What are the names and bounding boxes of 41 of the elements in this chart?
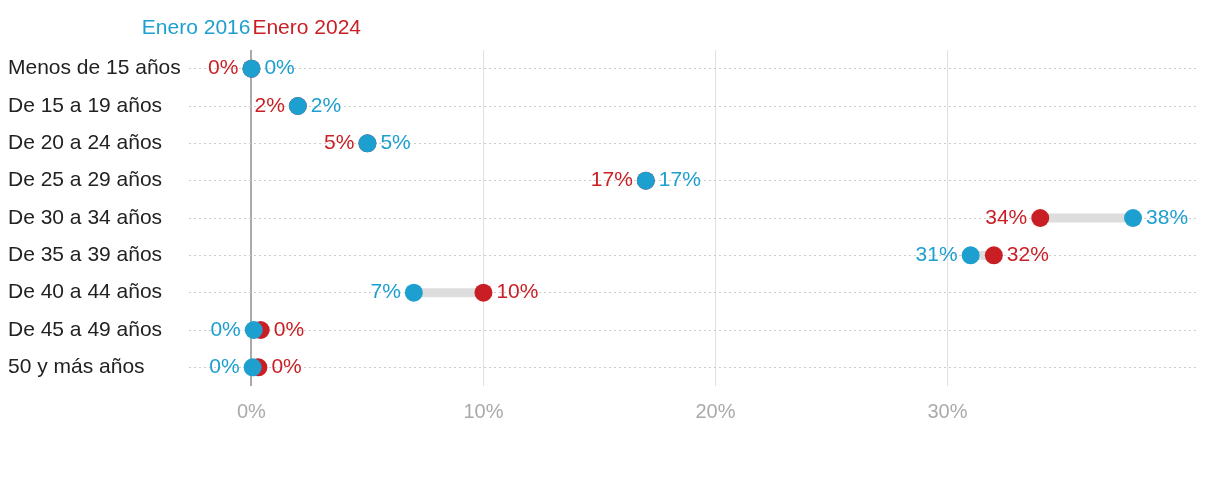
data-label: 5% bbox=[380, 130, 411, 154]
data-label: 38% bbox=[1146, 204, 1189, 228]
series-label: Enero 2024 bbox=[252, 14, 362, 38]
y-tick-label: De 30 a 34 años bbox=[8, 204, 163, 228]
x-tick-label: 10% bbox=[463, 399, 504, 422]
data-label: 10% bbox=[496, 279, 539, 303]
data-label: 0% bbox=[271, 354, 302, 378]
point bbox=[961, 246, 980, 265]
data-label: 7% bbox=[370, 279, 401, 303]
point bbox=[244, 321, 263, 339]
x-tick-label: 30% bbox=[927, 399, 968, 422]
data-label: 0% bbox=[208, 55, 239, 79]
y-tick-label: Menos de 15 años bbox=[8, 55, 181, 79]
y-tick-label: De 25 a 29 años bbox=[8, 167, 163, 191]
data-label: 32% bbox=[1006, 242, 1049, 266]
point bbox=[1031, 209, 1050, 227]
data-label: 34% bbox=[985, 204, 1028, 228]
y-tick-label: 50 y más años bbox=[8, 354, 145, 378]
data-label: 0% bbox=[264, 55, 295, 79]
point bbox=[474, 283, 493, 302]
data-label: 0% bbox=[210, 316, 241, 340]
y-tick-label: De 15 a 19 años bbox=[8, 92, 163, 116]
y-tick-label: De 45 a 49 años bbox=[8, 316, 163, 340]
data-label: 5% bbox=[324, 130, 355, 154]
x-tick-label: 20% bbox=[695, 399, 736, 422]
x-tick-label: 0% bbox=[236, 399, 267, 422]
data-label: 17% bbox=[658, 167, 701, 191]
point bbox=[404, 283, 423, 302]
data-label: 31% bbox=[915, 242, 958, 266]
data-label: 17% bbox=[590, 167, 633, 191]
point bbox=[1124, 209, 1143, 227]
point bbox=[984, 246, 1003, 265]
point bbox=[243, 358, 262, 377]
data-label: 2% bbox=[310, 92, 342, 116]
data-label: 0% bbox=[209, 354, 240, 378]
data-label: 2% bbox=[254, 92, 285, 116]
y-tick-label: De 35 a 39 años bbox=[8, 242, 163, 266]
y-tick-label: De 20 a 24 años bbox=[8, 130, 163, 154]
data-label: 0% bbox=[273, 316, 305, 340]
y-tick-label: De 40 a 44 años bbox=[8, 279, 163, 303]
series-label: Enero 2016 bbox=[141, 14, 251, 38]
